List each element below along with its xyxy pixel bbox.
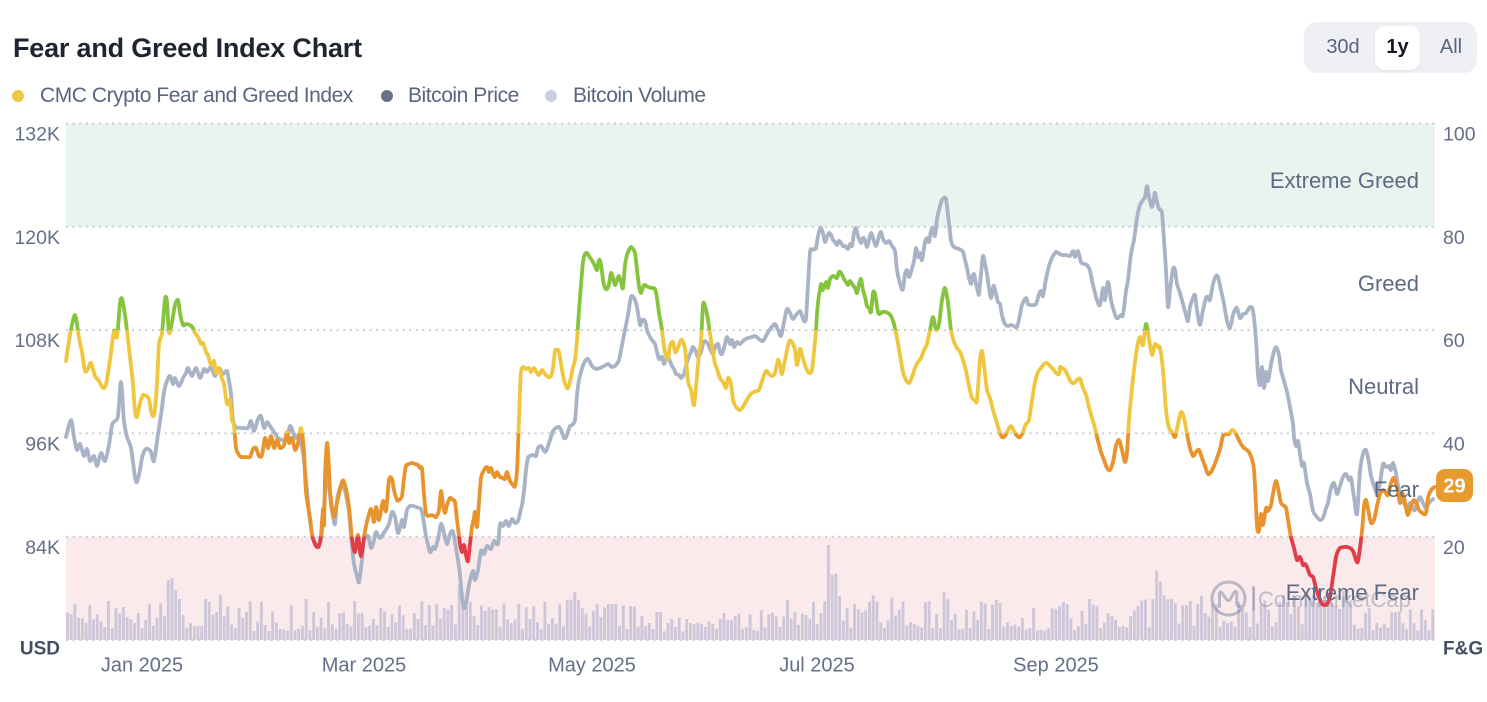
svg-text:84K: 84K <box>25 537 60 559</box>
svg-text:Sep 2025: Sep 2025 <box>1013 655 1099 677</box>
svg-text:USD: USD <box>20 639 60 660</box>
svg-text:20: 20 <box>1443 537 1465 559</box>
svg-text:40: 40 <box>1443 434 1465 456</box>
svg-text:Fear: Fear <box>1374 477 1419 502</box>
svg-text:F&G: F&G <box>1443 639 1483 660</box>
svg-text:Jan 2025: Jan 2025 <box>101 655 183 677</box>
svg-text:60: 60 <box>1443 330 1465 352</box>
svg-text:120K: 120K <box>14 227 60 249</box>
svg-text:132K: 132K <box>14 124 60 146</box>
svg-text:80: 80 <box>1443 227 1465 249</box>
svg-text:May 2025: May 2025 <box>548 655 636 677</box>
svg-text:108K: 108K <box>14 330 60 352</box>
svg-text:CoinMarketCap: CoinMarketCap <box>1258 587 1411 612</box>
svg-text:29: 29 <box>1443 476 1465 498</box>
svg-text:100: 100 <box>1443 124 1476 146</box>
svg-text:96K: 96K <box>25 434 60 456</box>
svg-text:Mar 2025: Mar 2025 <box>322 655 407 677</box>
svg-text:Extreme Fear: Extreme Fear <box>1286 580 1419 605</box>
svg-text:Jul 2025: Jul 2025 <box>779 655 855 677</box>
svg-text:Neutral: Neutral <box>1348 374 1419 399</box>
svg-text:Greed: Greed <box>1358 271 1419 296</box>
svg-text:Extreme Greed: Extreme Greed <box>1270 168 1419 193</box>
